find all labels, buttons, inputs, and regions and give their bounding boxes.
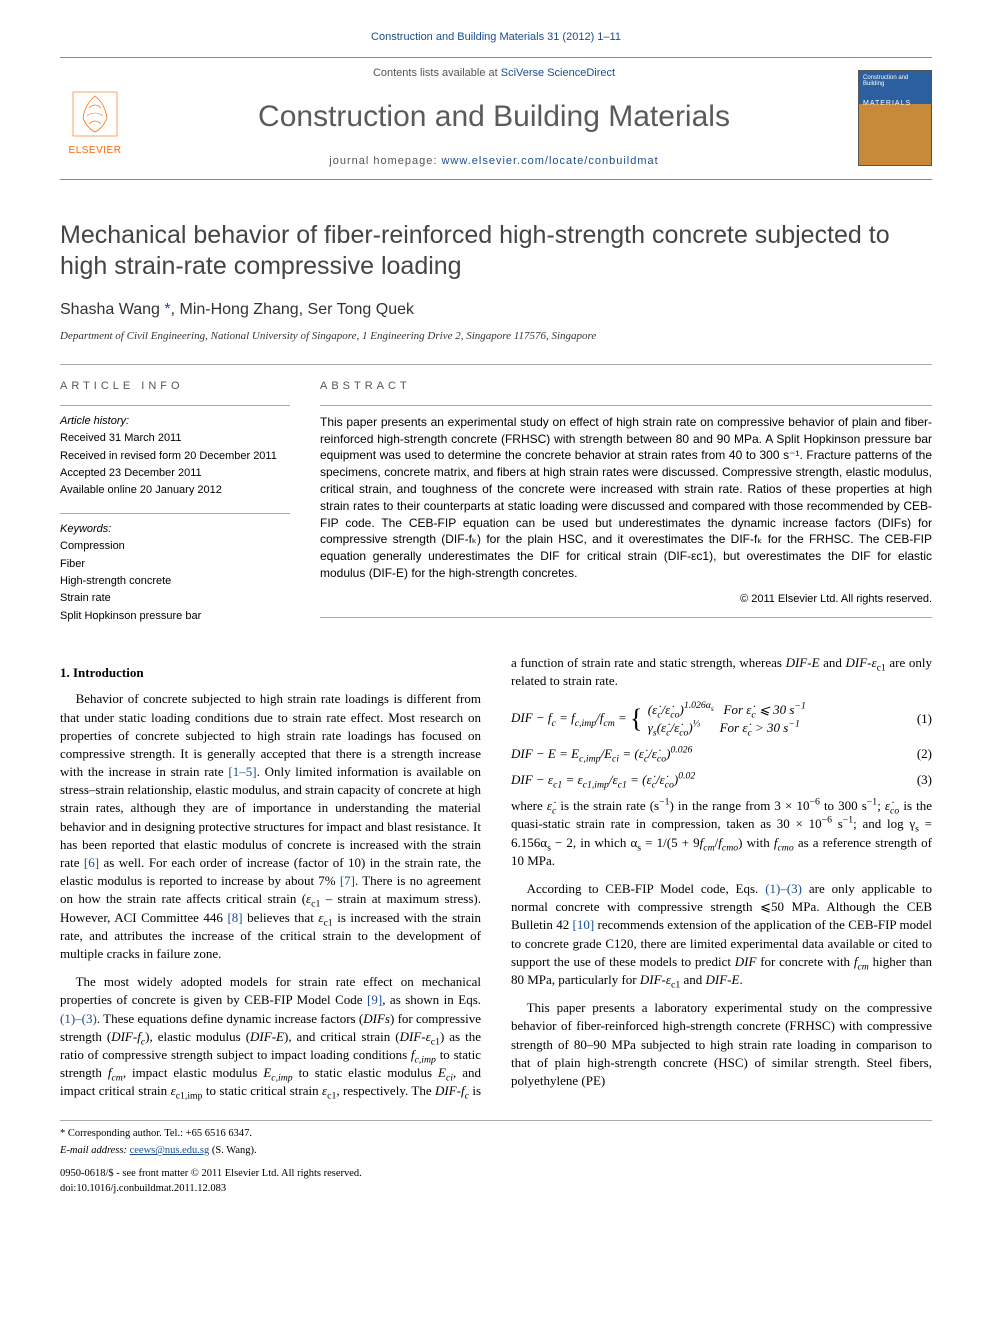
keywords-block: Keywords: Compression Fiber High-strengt…	[60, 513, 290, 624]
equation-1: DIF − fc = fc,imp/fcm = { (ε̇c/ε̇co)1.02…	[511, 701, 932, 737]
paragraph: According to CEB-FIP Model code, Eqs. (1…	[511, 880, 932, 989]
section-heading-intro: 1. Introduction	[60, 664, 481, 682]
ref-link[interactable]: [10]	[573, 917, 595, 932]
email-label: E-mail address:	[60, 1145, 130, 1156]
abstract-body: This paper presents an experimental stud…	[320, 405, 932, 582]
sciencedirect-link[interactable]: SciVerse ScienceDirect	[501, 67, 615, 79]
article-info-heading: ARTICLE INFO	[60, 379, 290, 394]
footer: * Corresponding author. Tel.: +65 6516 6…	[60, 1120, 932, 1196]
article-history: Article history: Received 31 March 2011 …	[60, 405, 290, 499]
keyword: High-strength concrete	[60, 574, 290, 589]
eq-number: (1)	[917, 710, 932, 728]
ref-link[interactable]: [9]	[367, 992, 382, 1007]
abstract-copyright: © 2011 Elsevier Ltd. All rights reserved…	[320, 592, 932, 618]
email-line: E-mail address: ceews@nus.edu.sg (S. Wan…	[60, 1144, 479, 1159]
homepage-prefix: journal homepage:	[329, 155, 441, 167]
keyword: Strain rate	[60, 591, 290, 606]
history-received: Received 31 March 2011	[60, 431, 290, 446]
authors: Shasha Wang *, Min-Hong Zhang, Ser Tong …	[60, 299, 932, 321]
equation-3: DIF − εc1 = εc1,imp/εc1 = (ε̇c/ε̇co)0.02…	[511, 771, 932, 789]
keyword: Split Hopkinson pressure bar	[60, 609, 290, 624]
body-columns: 1. Introduction Behavior of concrete sub…	[60, 654, 932, 1100]
masthead-center: Contents lists available at SciVerse Sci…	[140, 66, 848, 169]
info-abstract-row: ARTICLE INFO Article history: Received 3…	[60, 364, 932, 638]
eq-number: (3)	[917, 771, 932, 789]
elsevier-label: ELSEVIER	[69, 144, 122, 158]
cover-thumb-subtitle: MATERIALS	[863, 99, 927, 109]
running-header: Construction and Building Materials 31 (…	[60, 30, 932, 45]
ref-link[interactable]: [7]	[340, 873, 355, 888]
history-label: Article history:	[60, 414, 290, 429]
homepage-link[interactable]: www.elsevier.com/locate/conbuildmat	[441, 155, 658, 167]
ref-link[interactable]: [1–5]	[228, 764, 256, 779]
equation-2: DIF − E = Ec,imp/Eci = (ε̇c/ε̇co)0.026 (…	[511, 745, 932, 763]
paragraph: Behavior of concrete subjected to high s…	[60, 690, 481, 963]
abstract-heading: ABSTRACT	[320, 379, 932, 394]
journal-masthead: ELSEVIER Contents lists available at Sci…	[60, 57, 932, 180]
keyword: Fiber	[60, 557, 290, 572]
contents-line: Contents lists available at SciVerse Sci…	[140, 66, 848, 81]
article-info: ARTICLE INFO Article history: Received 3…	[60, 379, 290, 638]
ref-link[interactable]: [8]	[227, 910, 242, 925]
history-online: Available online 20 January 2012	[60, 483, 290, 498]
doi: doi:10.1016/j.conbuildmat.2011.12.083	[60, 1182, 932, 1197]
keywords-label: Keywords:	[60, 522, 290, 537]
history-accepted: Accepted 23 December 2011	[60, 466, 290, 481]
doi-block: 0950-0618/$ - see front matter © 2011 El…	[60, 1167, 932, 1196]
eq-ref[interactable]: (1)–(3)	[765, 881, 802, 896]
cover-thumb-title: Construction and Building	[863, 75, 927, 88]
eq-ref[interactable]: (1)–(3)	[60, 1011, 97, 1026]
corresponding-author: * Corresponding author. Tel.: +65 6516 6…	[60, 1127, 479, 1142]
journal-cover-thumb: Construction and Building MATERIALS	[858, 70, 932, 166]
eq-number: (2)	[917, 745, 932, 763]
journal-title: Construction and Building Materials	[140, 96, 848, 138]
keyword: Compression	[60, 539, 290, 554]
paragraph: This paper presents a laboratory experim…	[511, 999, 932, 1090]
abstract: ABSTRACT This paper presents an experime…	[320, 379, 932, 638]
paragraph: where ε̇c is the strain rate (s−1) in th…	[511, 797, 932, 870]
homepage-line: journal homepage: www.elsevier.com/locat…	[140, 154, 848, 169]
affiliation: Department of Civil Engineering, Nationa…	[60, 329, 932, 344]
elsevier-logo: ELSEVIER	[60, 78, 130, 158]
email-tail: (S. Wang).	[209, 1145, 256, 1156]
ref-link[interactable]: [6]	[84, 855, 99, 870]
article-title: Mechanical behavior of fiber-reinforced …	[60, 220, 932, 283]
front-matter: 0950-0618/$ - see front matter © 2011 El…	[60, 1167, 932, 1182]
email-link[interactable]: ceews@nus.edu.sg	[130, 1145, 210, 1156]
contents-prefix: Contents lists available at	[373, 67, 501, 79]
history-revised: Received in revised form 20 December 201…	[60, 449, 290, 464]
